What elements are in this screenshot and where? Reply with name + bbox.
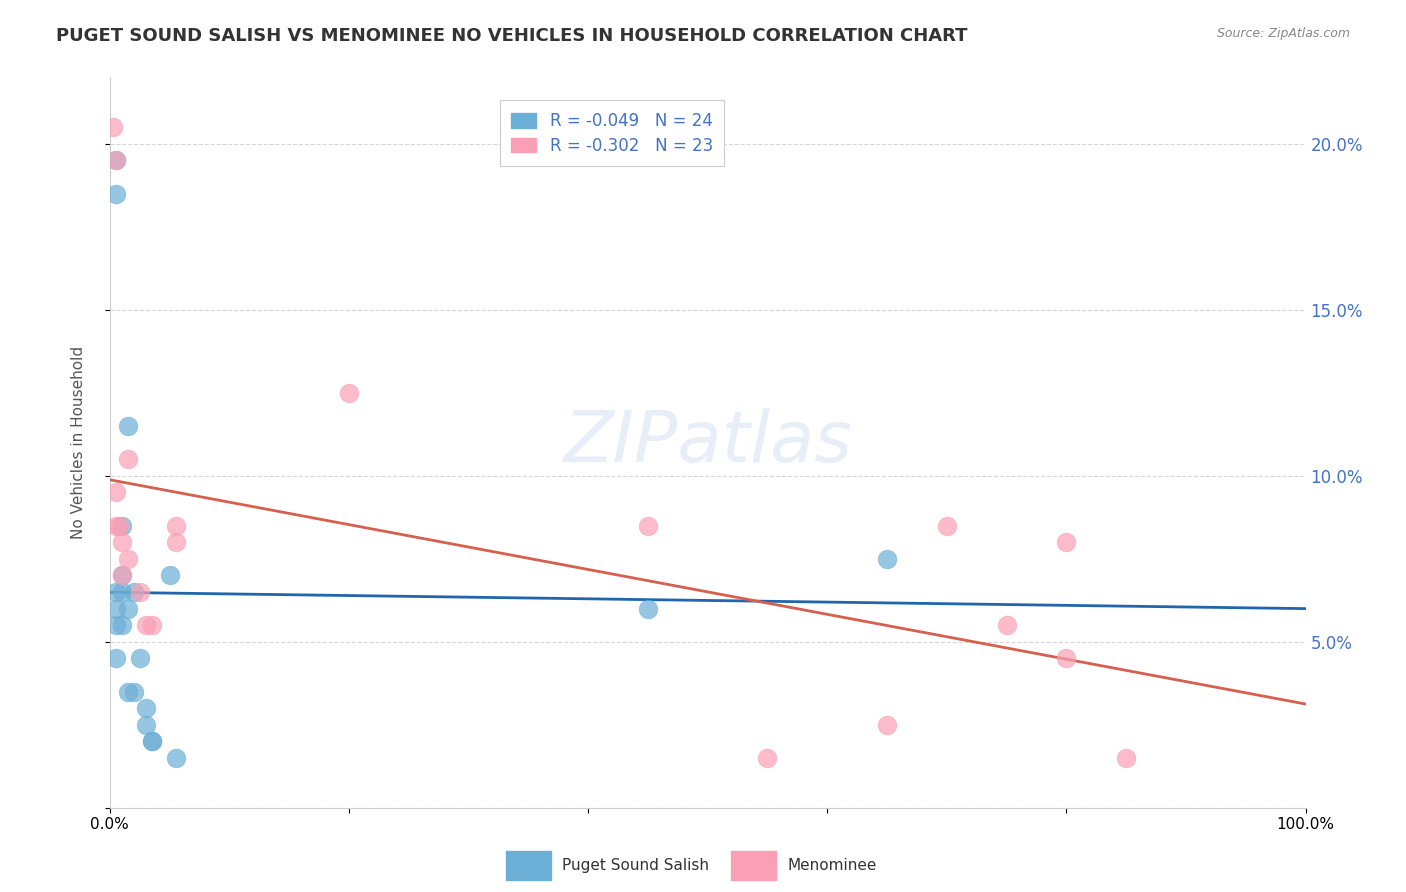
- Point: [141, 618, 163, 632]
- Point: [135, 717, 157, 731]
- Point: [103, 120, 125, 135]
- Point: [117, 551, 139, 566]
- Point: [122, 684, 145, 698]
- Text: Menominee: Menominee: [787, 858, 877, 872]
- Point: [111, 618, 134, 632]
- Text: ZIPatlas: ZIPatlas: [564, 408, 852, 477]
- Point: [756, 751, 779, 765]
- Point: [159, 568, 181, 582]
- Point: [104, 153, 127, 168]
- Point: [141, 734, 163, 748]
- Text: Source: ZipAtlas.com: Source: ZipAtlas.com: [1216, 27, 1350, 40]
- Point: [935, 518, 957, 533]
- Point: [141, 734, 163, 748]
- Point: [117, 452, 139, 467]
- Point: [111, 568, 134, 582]
- Point: [135, 618, 157, 632]
- Point: [637, 518, 659, 533]
- Point: [876, 717, 898, 731]
- Point: [165, 535, 187, 549]
- Point: [876, 551, 898, 566]
- Point: [122, 585, 145, 599]
- Point: [165, 751, 187, 765]
- Point: [637, 601, 659, 615]
- Point: [337, 385, 360, 400]
- Point: [104, 153, 127, 168]
- Point: [1054, 535, 1077, 549]
- Point: [117, 419, 139, 434]
- Text: PUGET SOUND SALISH VS MENOMINEE NO VEHICLES IN HOUSEHOLD CORRELATION CHART: PUGET SOUND SALISH VS MENOMINEE NO VEHIC…: [56, 27, 967, 45]
- FancyBboxPatch shape: [506, 851, 551, 880]
- FancyBboxPatch shape: [731, 851, 776, 880]
- Point: [104, 186, 127, 201]
- Point: [1115, 751, 1137, 765]
- Point: [111, 535, 134, 549]
- Y-axis label: No Vehicles in Household: No Vehicles in Household: [72, 346, 86, 539]
- Point: [135, 701, 157, 715]
- Point: [128, 651, 150, 665]
- Legend: R = -0.049   N = 24, R = -0.302   N = 23: R = -0.049 N = 24, R = -0.302 N = 23: [499, 101, 724, 167]
- Point: [111, 585, 134, 599]
- Point: [111, 568, 134, 582]
- Point: [104, 485, 127, 500]
- Point: [117, 601, 139, 615]
- Point: [104, 585, 127, 599]
- Point: [108, 518, 131, 533]
- Point: [128, 585, 150, 599]
- Point: [104, 518, 127, 533]
- Text: Puget Sound Salish: Puget Sound Salish: [562, 858, 710, 872]
- Point: [111, 518, 134, 533]
- Point: [104, 618, 127, 632]
- Point: [117, 684, 139, 698]
- Point: [1054, 651, 1077, 665]
- Point: [165, 518, 187, 533]
- Point: [104, 651, 127, 665]
- Point: [995, 618, 1018, 632]
- Point: [104, 601, 127, 615]
